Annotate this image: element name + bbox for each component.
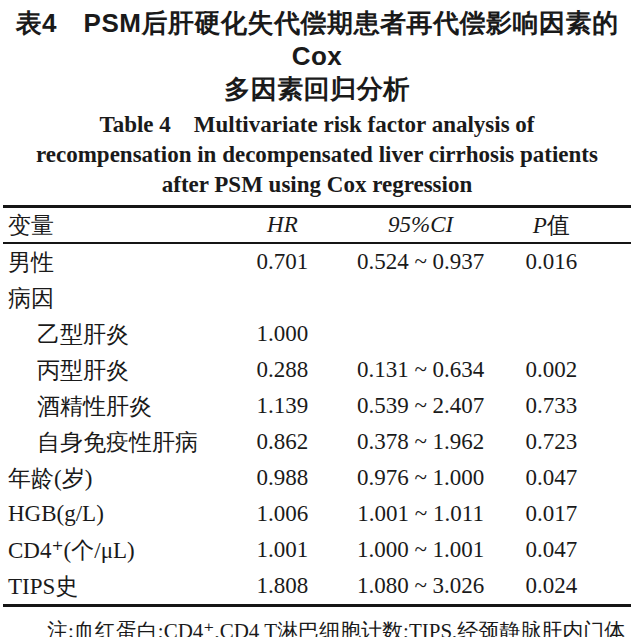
hr-value: 1.808 xyxy=(235,568,329,606)
ci-value: 0.131 ~ 0.634 xyxy=(330,352,512,388)
row-label: 病因 xyxy=(3,280,235,316)
table-row: 乙型肝炎1.000 xyxy=(3,316,631,352)
hr-value: 1.000 xyxy=(235,316,329,352)
hr-value: 1.139 xyxy=(235,388,329,424)
header-text-part: 值 xyxy=(547,213,570,238)
ci-value xyxy=(330,280,512,316)
table-row: CD4⁺(个/μL)1.0011.000 ~ 1.0010.047 xyxy=(3,532,631,568)
table-row: 自身免疫性肝病0.8620.378 ~ 1.9620.723 xyxy=(3,424,631,460)
column-header-hr: HR xyxy=(235,207,329,244)
hr-value xyxy=(235,280,329,316)
table-row: 年龄(岁)0.9880.976 ~ 1.0000.047 xyxy=(3,460,631,496)
table-row: 丙型肝炎0.2880.131 ~ 0.6340.002 xyxy=(3,352,631,388)
row-label: 年龄(岁) xyxy=(3,460,235,496)
table-title-english-line2: recompensation in decompensated liver ci… xyxy=(3,140,631,170)
table-row: 病因 xyxy=(3,280,631,316)
row-label: TIPS史 xyxy=(3,568,235,606)
row-label: HGB(g/L) xyxy=(3,496,235,532)
p-value: 0.047 xyxy=(512,460,631,496)
ci-value: 0.976 ~ 1.000 xyxy=(330,460,512,496)
row-label: 酒精性肝炎 xyxy=(3,388,235,424)
table-body: 男性0.7010.524 ~ 0.9370.016病因乙型肝炎1.000丙型肝炎… xyxy=(3,243,631,606)
hr-value: 1.006 xyxy=(235,496,329,532)
table-title-english-line3: after PSM using Cox regression xyxy=(3,170,631,200)
paper-table-figure: 表4 PSM后肝硬化失代偿期患者再代偿影响因素的Cox 多因素回归分析 Tabl… xyxy=(0,0,634,637)
ci-value: 0.524 ~ 0.937 xyxy=(330,243,512,280)
p-value: 0.017 xyxy=(512,496,631,532)
table-title-chinese-line1: 表4 PSM后肝硬化失代偿期患者再代偿影响因素的Cox xyxy=(3,7,631,73)
footnote-text: 注:血红蛋白;CD4⁺,CD4 T淋巴细胞计数;TIPS,经颈静脉肝内门体分流术… xyxy=(5,619,625,637)
p-value: 0.016 xyxy=(512,243,631,280)
table-title-english: Table 4 Multivariate risk factor analysi… xyxy=(3,110,631,200)
p-value xyxy=(512,280,631,316)
header-italic-part: HR xyxy=(267,212,298,237)
header-italic-part: P xyxy=(533,213,547,238)
table-row: 酒精性肝炎1.1390.539 ~ 2.4070.733 xyxy=(3,388,631,424)
row-label: 丙型肝炎 xyxy=(3,352,235,388)
table-row: 男性0.7010.524 ~ 0.9370.016 xyxy=(3,243,631,280)
hr-value: 0.701 xyxy=(235,243,329,280)
row-label: 自身免疫性肝病 xyxy=(3,424,235,460)
p-value: 0.733 xyxy=(512,388,631,424)
cox-regression-table: 变量 HR 95%CI P值 男性0.7010.524 ~ 0.9370.016… xyxy=(3,205,631,607)
table-title-chinese-line2: 多因素回归分析 xyxy=(3,73,631,106)
header-text-part: 变量 xyxy=(8,213,54,238)
row-label: 乙型肝炎 xyxy=(3,316,235,352)
p-value: 0.047 xyxy=(512,532,631,568)
header-italic-part: 95%CI xyxy=(388,212,453,237)
table-header-row: 变量 HR 95%CI P值 xyxy=(3,207,631,244)
ci-value: 1.080 ~ 3.026 xyxy=(330,568,512,606)
hr-value: 1.001 xyxy=(235,532,329,568)
table-footnote: 注:血红蛋白;CD4⁺,CD4 T淋巴细胞计数;TIPS,经颈静脉肝内门体分流术… xyxy=(3,616,631,637)
p-value: 0.723 xyxy=(512,424,631,460)
column-header-95ci: 95%CI xyxy=(330,207,512,244)
ci-value: 0.539 ~ 2.407 xyxy=(330,388,512,424)
table-title-chinese: 表4 PSM后肝硬化失代偿期患者再代偿影响因素的Cox 多因素回归分析 xyxy=(3,7,631,106)
p-value: 0.002 xyxy=(512,352,631,388)
p-value xyxy=(512,316,631,352)
column-header-variable: 变量 xyxy=(3,207,235,244)
hr-value: 0.862 xyxy=(235,424,329,460)
ci-value: 1.000 ~ 1.001 xyxy=(330,532,512,568)
row-label: CD4⁺(个/μL) xyxy=(3,532,235,568)
row-label: 男性 xyxy=(3,243,235,280)
column-header-pvalue: P值 xyxy=(512,207,631,244)
table-row: HGB(g/L)1.0061.001 ~ 1.0110.017 xyxy=(3,496,631,532)
table-title-english-line1: Table 4 Multivariate risk factor analysi… xyxy=(3,110,631,140)
table-row: TIPS史1.8081.080 ~ 3.0260.024 xyxy=(3,568,631,606)
p-value: 0.024 xyxy=(512,568,631,606)
ci-value: 0.378 ~ 1.962 xyxy=(330,424,512,460)
hr-value: 0.988 xyxy=(235,460,329,496)
ci-value xyxy=(330,316,512,352)
ci-value: 1.001 ~ 1.011 xyxy=(330,496,512,532)
hr-value: 0.288 xyxy=(235,352,329,388)
